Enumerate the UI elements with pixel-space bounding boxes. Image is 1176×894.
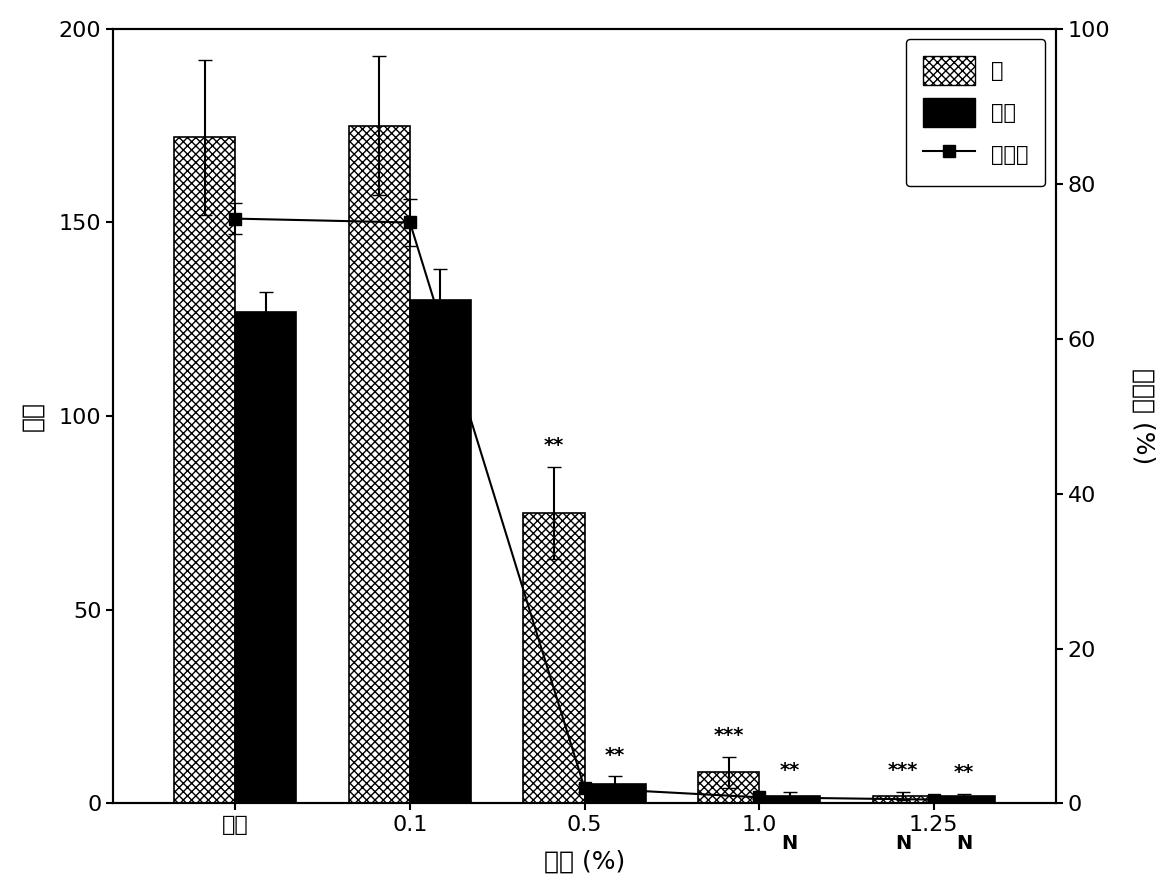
Text: **: ** [954,763,975,782]
Bar [934,796,995,804]
Text: N: N [782,834,797,854]
Text: **: ** [543,436,564,455]
羽化率 [403,217,417,228]
羽化率 [753,792,767,803]
Bar [349,126,410,804]
X-axis label: 浓度 (%): 浓度 (%) [544,849,626,873]
羽化率 [228,214,242,224]
Legend: 蜹, 成蝙, 羽化率: 蜹, 成蝙, 羽化率 [906,39,1045,186]
Bar [235,312,296,804]
Bar [699,772,760,804]
Text: **: ** [780,761,800,780]
Bar [410,300,472,804]
羽化率 [577,782,592,793]
Bar [523,513,584,804]
Text: N: N [956,834,973,854]
Y-axis label: 羽化率 (%): 羽化率 (%) [1131,368,1155,464]
Bar [174,138,235,804]
Line: 羽化率: 羽化率 [229,213,940,805]
Bar [760,796,820,804]
Y-axis label: 数量: 数量 [21,401,45,431]
Text: N: N [895,834,911,854]
Text: ***: *** [888,761,918,780]
Text: **: ** [604,746,626,764]
羽化率 [927,794,941,805]
Bar [873,796,934,804]
Bar [584,784,646,804]
Text: ***: *** [714,726,743,746]
